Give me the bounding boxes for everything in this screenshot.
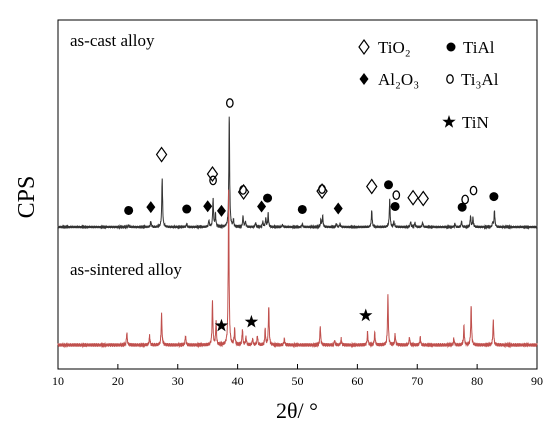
legend-filled-diamond-icon	[359, 73, 369, 85]
series-labels: as-cast alloy as-sintered alloy	[70, 31, 182, 279]
legend-label-tial: TiAl	[463, 38, 495, 57]
open-diamond-marker	[366, 178, 378, 195]
x-tick-label: 90	[531, 374, 543, 388]
open-circle-marker	[209, 175, 217, 186]
open-circle-marker	[461, 194, 469, 205]
filled-circle-marker	[390, 201, 400, 211]
open-circle-marker	[469, 185, 478, 196]
open-diamond-marker	[417, 190, 429, 207]
filled-circle-marker	[384, 180, 394, 190]
x-tick-label: 20	[112, 374, 124, 388]
pattern-line-as-sintered	[57, 189, 538, 349]
open-circle-marker	[239, 185, 247, 195]
x-tick-label: 50	[292, 374, 304, 388]
legend-open-diamond-icon	[358, 38, 370, 56]
filled-diamond-marker	[146, 201, 156, 214]
x-tick-label: 10	[52, 374, 64, 388]
phase-markers	[124, 98, 499, 332]
x-tick-label: 30	[172, 374, 184, 388]
pattern-lines	[57, 116, 538, 349]
open-circle-marker	[392, 190, 401, 200]
filled-diamond-marker	[257, 200, 267, 213]
legend-open-circle-icon	[446, 74, 454, 84]
star-marker	[244, 314, 259, 328]
x-tick-label: 70	[411, 374, 423, 388]
pattern-line-as-cast	[57, 116, 538, 230]
x-axis-label: 2θ/ °	[276, 398, 318, 423]
filled-diamond-marker	[333, 202, 343, 215]
open-diamond-marker	[155, 146, 168, 163]
x-tick-label: 40	[232, 374, 244, 388]
legend-label-tio2: TiO₂	[378, 38, 411, 57]
star-marker	[359, 308, 373, 322]
filled-circle-marker	[457, 202, 467, 212]
legend-star-icon	[442, 115, 456, 128]
x-tick-label: 80	[471, 374, 483, 388]
open-circle-marker	[225, 98, 234, 108]
y-axis-label: CPS	[14, 176, 40, 219]
filled-circle-marker	[297, 204, 307, 214]
filled-circle-marker	[489, 192, 499, 202]
legend-label-al2o3: Al₂O₃	[378, 70, 419, 89]
legend-label-tin: TiN	[462, 113, 489, 132]
series-label: as-cast alloy	[70, 31, 155, 50]
star-marker	[214, 318, 229, 332]
open-diamond-marker	[407, 189, 419, 206]
open-diamond-marker	[206, 165, 219, 183]
filled-circle-marker	[182, 204, 192, 214]
legend-label-ti3al: Ti₃Al	[461, 70, 499, 89]
x-tick-label: 60	[351, 374, 363, 388]
filled-circle-marker	[263, 193, 273, 203]
legend: TiO₂ TiAl Al₂O₃ Ti₃Al TiN	[358, 38, 499, 132]
filled-diamond-marker	[203, 200, 213, 213]
series-label: as-sintered alloy	[70, 260, 182, 279]
x-axis-ticks: 10 20 30 40 50 60 70 80 90	[52, 364, 543, 388]
filled-diamond-marker	[216, 204, 226, 217]
legend-filled-circle-icon	[446, 42, 456, 52]
open-circle-marker	[318, 184, 326, 194]
filled-circle-marker	[124, 205, 134, 215]
